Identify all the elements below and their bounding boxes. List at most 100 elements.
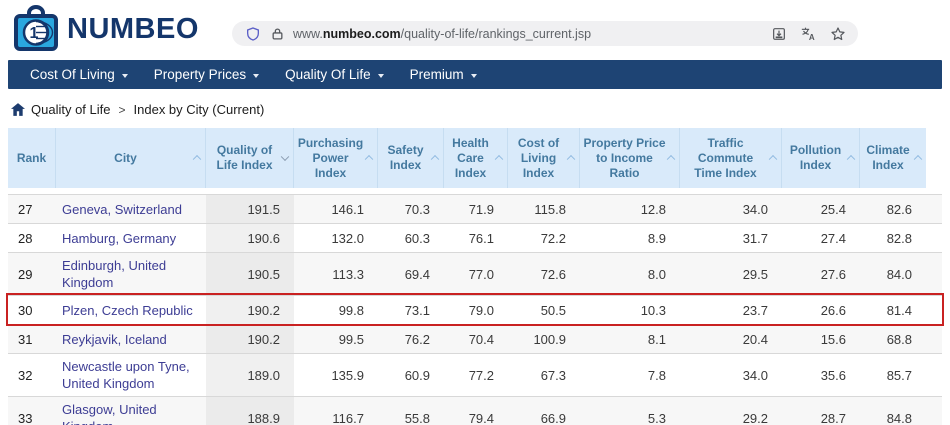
city-link[interactable]: Hamburg, Germany <box>62 230 177 246</box>
rank-cell: 30 <box>18 302 33 318</box>
value-cell: 55.8 <box>404 410 430 425</box>
save-page-icon[interactable] <box>771 26 787 42</box>
breadcrumb-separator: > <box>118 102 126 117</box>
table-body: 27 Geneva, Switzerland 191.5 146.1 70.3 71.9 1… <box>8 194 942 425</box>
column-header-label: Purchasing Power Index <box>297 135 364 180</box>
sort-asc-icon <box>192 154 202 164</box>
sort-asc-icon <box>768 154 778 164</box>
value-cell: 20.4 <box>742 331 768 347</box>
sort-asc-icon <box>846 154 856 164</box>
svg-text:1: 1 <box>30 25 39 42</box>
address-bar[interactable]: www.numbeo.com/quality-of-life/rankings_… <box>232 21 858 46</box>
column-header-safety-index[interactable]: Safety Index <box>378 128 444 188</box>
svg-text:A: A <box>809 33 815 42</box>
value-cell: 72.2 <box>540 230 566 246</box>
city-link[interactable]: Edinburgh, United Kingdom <box>62 258 167 290</box>
value-cell: 115.8 <box>534 201 566 217</box>
breadcrumb: Quality of Life > Index by City (Current… <box>11 101 950 118</box>
value-cell: 85.7 <box>886 367 912 383</box>
value-cell: 99.8 <box>338 302 364 318</box>
value-cell: 8.1 <box>647 331 666 347</box>
city-cell: Reykjavik, Iceland <box>56 327 206 352</box>
value-cell: 28.7 <box>820 410 846 425</box>
column-header-quality-of-life-index[interactable]: Quality of Life Index <box>206 128 294 188</box>
chevron-down-icon <box>377 73 384 78</box>
value-cell: 15.6 <box>820 331 846 347</box>
value-cell: 71.9 <box>468 201 494 217</box>
nav-item-cost-of-living[interactable]: Cost Of Living <box>17 60 141 89</box>
nav-item-quality-of-life[interactable]: Quality Of Life <box>272 60 397 89</box>
value-cell: 76.1 <box>468 230 494 246</box>
city-cell: Hamburg, Germany <box>56 226 206 251</box>
column-header-cost-of-living-index[interactable]: Cost of Living Index <box>508 128 580 188</box>
translate-icon[interactable]: A <box>800 26 817 42</box>
rank-cell: 28 <box>18 230 33 246</box>
column-header-label: Pollution Index <box>789 143 842 172</box>
city-link[interactable]: Plzen, Czech Republic <box>62 302 193 318</box>
column-header-label: Traffic Commute Time Index <box>694 135 757 180</box>
table-row: 32 Newcastle upon Tyne, United Kingdom 189… <box>8 353 942 396</box>
value-cell: 25.4 <box>820 201 846 217</box>
column-header-purchasing-power-index[interactable]: Purchasing Power Index <box>294 128 378 188</box>
column-header-label: Quality of Life Index <box>216 143 273 172</box>
table-header-row: Rank City Quality of Life Index Purchasing … <box>8 128 942 188</box>
value-cell: 84.8 <box>886 410 912 425</box>
numbeo-logo[interactable]: 1 NUMBEO <box>13 5 199 53</box>
nav-item-premium[interactable]: Premium <box>397 60 490 89</box>
sort-desc-icon <box>280 152 290 162</box>
value-cell: 66.9 <box>540 410 566 425</box>
value-cell: 23.7 <box>742 302 768 318</box>
home-icon[interactable] <box>11 103 25 116</box>
column-header-label: Safety Index <box>387 143 424 172</box>
column-header-traffic-commute-time-index[interactable]: Traffic Commute Time Index <box>680 128 782 188</box>
column-header-label: City <box>114 150 137 165</box>
nav-item-label: Cost Of Living <box>30 67 115 82</box>
city-cell: Geneva, Switzerland <box>56 197 206 222</box>
lock-icon[interactable] <box>271 27 284 41</box>
browser-chrome: 1 NUMBEO www.numbeo.com/quality-of-life/… <box>0 0 950 58</box>
column-header-city[interactable]: City <box>56 128 206 188</box>
value-cell: 73.1 <box>404 302 430 318</box>
breadcrumb-section[interactable]: Quality of Life <box>31 102 111 117</box>
column-header-property-price-to-income-ratio[interactable]: Property Price to Income Ratio <box>580 128 680 188</box>
city-link[interactable]: Geneva, Switzerland <box>62 201 182 217</box>
value-cell: 188.9 <box>206 397 294 425</box>
value-cell: 68.8 <box>886 331 912 347</box>
url-text[interactable]: www.numbeo.com/quality-of-life/rankings_… <box>293 26 592 41</box>
nav-item-property-prices[interactable]: Property Prices <box>141 60 272 89</box>
column-header-health-care-index[interactable]: Health Care Index <box>444 128 508 188</box>
rank-cell: 33 <box>18 410 33 425</box>
breadcrumb-page[interactable]: Index by City (Current) <box>133 102 265 117</box>
rankings-table: Rank City Quality of Life Index Purchasing … <box>8 128 942 425</box>
value-cell: 8.0 <box>647 266 666 282</box>
value-cell: 116.7 <box>332 410 364 425</box>
city-link[interactable]: Reykjavik, Iceland <box>62 331 167 347</box>
value-cell: 79.0 <box>468 302 494 318</box>
bookmark-star-icon[interactable] <box>830 26 846 42</box>
value-cell: 7.8 <box>647 367 666 383</box>
sort-asc-icon <box>913 154 923 164</box>
value-cell: 34.0 <box>742 201 768 217</box>
value-cell: 35.6 <box>820 367 846 383</box>
main-nav: Cost Of Living Property Prices Quality Of … <box>8 60 942 89</box>
value-cell: 191.5 <box>206 195 294 223</box>
shield-icon[interactable] <box>245 26 261 42</box>
value-cell: 77.0 <box>468 266 494 282</box>
column-header-rank[interactable]: Rank <box>8 128 56 188</box>
value-cell: 146.1 <box>331 201 364 217</box>
rank-cell: 27 <box>18 201 33 217</box>
column-header-pollution-index[interactable]: Pollution Index <box>782 128 860 188</box>
table-row: 31 Reykjavik, Iceland 190.2 99.5 76.2 70.4 100… <box>8 324 942 353</box>
value-cell: 82.8 <box>886 230 912 246</box>
numbeo-suitcase-icon: 1 <box>13 5 59 53</box>
city-link[interactable]: Glasgow, United Kingdom <box>62 402 157 425</box>
nav-item-label: Quality Of Life <box>285 67 371 82</box>
value-cell: 190.5 <box>206 253 294 295</box>
sort-asc-icon <box>494 154 504 164</box>
value-cell: 190.2 <box>206 296 294 324</box>
city-link[interactable]: Newcastle upon Tyne, United Kingdom <box>62 359 190 391</box>
column-header-climate-index[interactable]: Climate Index <box>860 128 926 188</box>
rank-cell: 32 <box>18 367 33 383</box>
sort-asc-icon <box>430 154 440 164</box>
sort-asc-icon <box>666 154 676 164</box>
